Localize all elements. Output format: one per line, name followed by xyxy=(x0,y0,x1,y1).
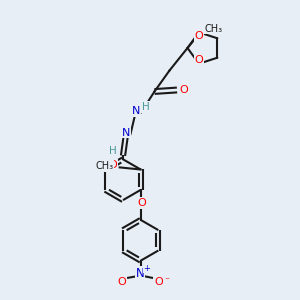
Text: O: O xyxy=(154,277,163,287)
Text: CH₃: CH₃ xyxy=(95,161,113,171)
Text: O: O xyxy=(179,85,188,95)
Text: O: O xyxy=(194,31,203,41)
Text: O: O xyxy=(108,160,117,170)
Text: N: N xyxy=(136,267,144,280)
Text: O: O xyxy=(137,198,146,208)
Text: H: H xyxy=(142,102,149,112)
Text: CH₃: CH₃ xyxy=(205,23,223,34)
Text: O: O xyxy=(194,55,203,65)
Text: ⁻: ⁻ xyxy=(164,277,169,287)
Text: +: + xyxy=(143,264,150,273)
Text: N: N xyxy=(122,128,130,138)
Text: H: H xyxy=(109,146,116,156)
Text: O: O xyxy=(118,277,126,287)
Text: N: N xyxy=(131,106,140,116)
